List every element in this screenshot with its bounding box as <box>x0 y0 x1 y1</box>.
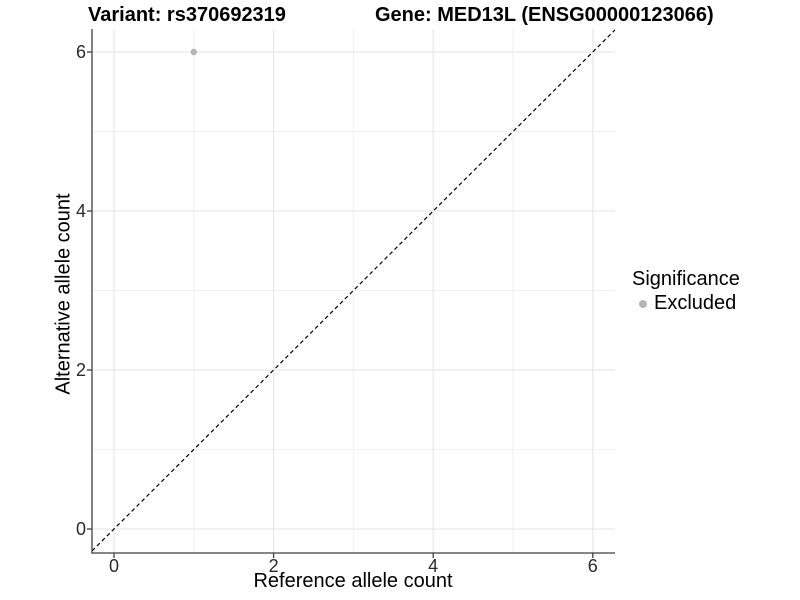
plot-title-variant: Variant: rs370692319 <box>88 4 286 26</box>
legend-title: Significance <box>632 268 740 290</box>
x-tick-label: 0 <box>108 556 119 576</box>
y-tick-label: 6 <box>75 42 86 62</box>
x-tick-label: 6 <box>587 556 598 576</box>
legend-key <box>632 293 654 315</box>
x-axis-title: Reference allele count <box>253 570 453 592</box>
y-tick-label: 4 <box>75 201 86 221</box>
legend: Significance Excluded <box>632 268 740 315</box>
x-tick-label: 4 <box>428 556 439 576</box>
excluded-point-icon <box>639 299 647 308</box>
data-point <box>190 48 197 56</box>
y-tick-label: 0 <box>75 519 86 539</box>
plot-title-gene: Gene: MED13L (ENSG00000123066) <box>375 4 714 26</box>
y-tick-label: 2 <box>75 360 86 380</box>
y-axis-title: Alternative allele count <box>52 193 75 395</box>
x-tick-label: 2 <box>268 556 279 576</box>
legend-entry-excluded: Excluded <box>632 292 740 315</box>
legend-entry-label: Excluded <box>654 292 737 314</box>
